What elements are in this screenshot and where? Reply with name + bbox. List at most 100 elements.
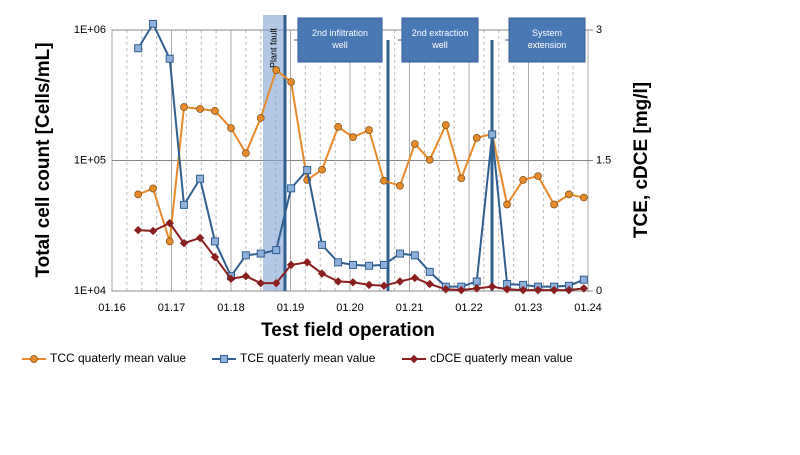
point — [133, 225, 143, 235]
point — [564, 285, 574, 295]
point — [579, 275, 588, 284]
point — [165, 54, 174, 63]
x-tick-label: 01.22 — [455, 302, 483, 314]
x-axis-title: Test field operation — [261, 320, 435, 341]
annotation: 2nd extraction well — [412, 28, 469, 50]
point — [286, 260, 296, 270]
point — [195, 233, 205, 243]
point — [395, 249, 404, 258]
point — [503, 200, 511, 209]
point — [411, 140, 419, 148]
point — [533, 285, 543, 295]
point — [425, 279, 434, 289]
point — [410, 251, 419, 260]
point — [410, 273, 420, 283]
legend-label: TCC quaterly mean value — [50, 351, 186, 365]
point — [302, 258, 312, 267]
point — [348, 278, 358, 287]
point — [472, 284, 481, 293]
point — [425, 267, 434, 276]
legend-marker — [30, 355, 38, 363]
point — [272, 246, 281, 255]
x-tick-label: 01.21 — [396, 302, 424, 314]
point — [287, 184, 296, 193]
y2-axis-title: TCE, cDCE [mg/l] — [631, 82, 652, 238]
point — [396, 181, 404, 190]
point — [550, 200, 558, 209]
x-tick-label: 01.18 — [217, 302, 245, 314]
legend-label: TCE quaterly mean value — [240, 351, 376, 365]
point — [210, 252, 220, 262]
point — [518, 285, 528, 295]
point — [318, 240, 327, 249]
annotation: 2nd infiltration well — [312, 28, 368, 50]
y2-tick-label: 3 — [596, 24, 602, 36]
point — [303, 166, 312, 175]
point — [242, 149, 250, 157]
legend-label: cDCE quaterly mean value — [430, 351, 573, 365]
point — [425, 156, 434, 164]
y-tick-label: 1E+05 — [74, 154, 106, 166]
point — [457, 174, 466, 183]
point — [365, 126, 373, 134]
point — [227, 124, 235, 132]
point — [472, 277, 481, 286]
point — [179, 200, 188, 209]
x-tick-label: 01.20 — [336, 302, 364, 314]
point — [179, 238, 189, 248]
x-tick-label: 01.16 — [98, 302, 126, 314]
point — [333, 277, 343, 286]
point — [379, 260, 388, 269]
point — [149, 19, 158, 28]
point — [272, 278, 281, 288]
point — [149, 184, 157, 193]
point — [134, 190, 143, 199]
point — [256, 278, 265, 288]
point — [165, 237, 174, 246]
point — [502, 285, 512, 294]
point — [441, 121, 450, 129]
point — [380, 176, 388, 185]
y-tick-label: 1E+04 — [74, 285, 106, 297]
plant-fault-band — [263, 15, 285, 291]
point — [196, 105, 204, 113]
point — [334, 258, 343, 267]
point — [395, 277, 405, 286]
point — [488, 130, 497, 139]
x-tick-label: 01.19 — [277, 302, 305, 314]
legend-marker — [409, 354, 419, 364]
point — [579, 284, 589, 293]
point — [565, 190, 573, 199]
point — [317, 269, 327, 278]
point — [549, 285, 559, 295]
point — [241, 272, 251, 281]
x-tick-label: 01.23 — [515, 302, 543, 314]
point — [256, 114, 265, 122]
annotation-box — [297, 17, 383, 63]
point — [364, 280, 374, 290]
annotation: Plant fault — [268, 27, 278, 68]
point — [165, 218, 174, 228]
point — [519, 176, 527, 184]
point — [256, 249, 265, 258]
y2-tick-label: 0 — [596, 285, 602, 297]
y2-tick-label: 1.5 — [596, 154, 611, 166]
point — [180, 103, 188, 111]
annotation-box — [508, 17, 586, 63]
point — [287, 78, 295, 86]
point — [318, 165, 326, 174]
point — [472, 134, 481, 142]
point — [196, 174, 205, 183]
point — [211, 107, 219, 115]
point — [241, 251, 250, 260]
annotation-box — [401, 17, 479, 63]
point — [349, 133, 357, 141]
x-tick-label: 01.17 — [158, 302, 186, 314]
point — [487, 282, 497, 291]
point — [348, 260, 357, 269]
point — [579, 193, 588, 202]
legend-marker — [220, 355, 228, 363]
point — [379, 281, 389, 290]
point — [457, 285, 466, 295]
